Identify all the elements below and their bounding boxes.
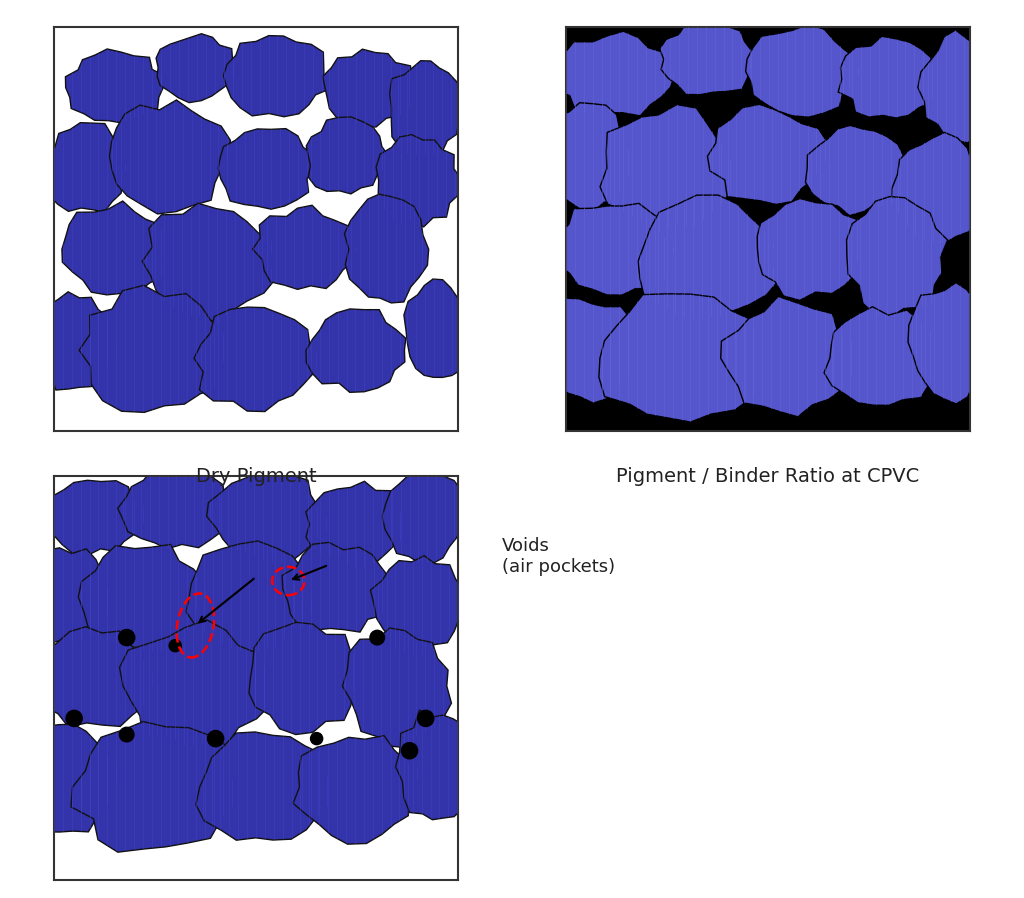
Polygon shape xyxy=(344,194,429,303)
Polygon shape xyxy=(282,542,388,632)
Polygon shape xyxy=(16,724,118,832)
Circle shape xyxy=(120,727,134,742)
Polygon shape xyxy=(42,480,147,556)
Polygon shape xyxy=(599,294,759,422)
Polygon shape xyxy=(156,34,234,102)
Polygon shape xyxy=(839,36,936,118)
Polygon shape xyxy=(891,132,981,243)
Polygon shape xyxy=(395,710,479,820)
Circle shape xyxy=(208,731,223,747)
Polygon shape xyxy=(918,30,999,143)
Circle shape xyxy=(119,629,135,646)
Polygon shape xyxy=(659,20,755,94)
Text: Pigment / Binder Ratio at CPVC: Pigment / Binder Ratio at CPVC xyxy=(616,467,920,486)
Text: Dry Pigment: Dry Pigment xyxy=(196,467,316,486)
Polygon shape xyxy=(120,620,270,746)
Polygon shape xyxy=(293,735,420,844)
Polygon shape xyxy=(745,24,859,117)
Polygon shape xyxy=(142,203,275,322)
Polygon shape xyxy=(371,556,465,657)
Polygon shape xyxy=(306,117,388,194)
Polygon shape xyxy=(306,481,408,568)
Circle shape xyxy=(418,710,434,726)
Polygon shape xyxy=(638,195,779,320)
Circle shape xyxy=(310,733,323,744)
Polygon shape xyxy=(34,627,157,726)
Polygon shape xyxy=(708,104,829,205)
Circle shape xyxy=(401,743,418,759)
Circle shape xyxy=(169,639,181,652)
Polygon shape xyxy=(382,470,467,564)
Polygon shape xyxy=(535,298,633,403)
Polygon shape xyxy=(218,128,315,209)
Polygon shape xyxy=(61,201,165,295)
Text: Voids
(air pockets): Voids (air pockets) xyxy=(502,537,614,577)
Polygon shape xyxy=(721,296,856,417)
Polygon shape xyxy=(79,286,228,412)
Polygon shape xyxy=(554,31,675,116)
Polygon shape xyxy=(110,100,230,214)
Polygon shape xyxy=(806,126,903,216)
Polygon shape xyxy=(600,104,734,232)
Polygon shape xyxy=(66,49,166,123)
Polygon shape xyxy=(908,283,990,404)
Polygon shape xyxy=(71,722,240,852)
Polygon shape xyxy=(19,548,115,644)
Polygon shape xyxy=(196,732,332,841)
Polygon shape xyxy=(78,544,207,652)
Polygon shape xyxy=(249,622,361,735)
Polygon shape xyxy=(43,123,127,212)
Polygon shape xyxy=(390,61,465,155)
Polygon shape xyxy=(306,309,406,392)
Polygon shape xyxy=(186,541,313,652)
Polygon shape xyxy=(847,197,947,318)
Circle shape xyxy=(370,630,384,645)
Polygon shape xyxy=(194,307,322,411)
Polygon shape xyxy=(552,203,676,295)
Polygon shape xyxy=(757,198,864,301)
Polygon shape xyxy=(31,292,117,390)
Polygon shape xyxy=(253,206,357,289)
Circle shape xyxy=(67,710,82,726)
Polygon shape xyxy=(323,49,418,128)
Polygon shape xyxy=(207,470,328,565)
Polygon shape xyxy=(824,307,938,405)
Polygon shape xyxy=(118,464,230,549)
Polygon shape xyxy=(540,102,633,212)
Polygon shape xyxy=(376,135,462,227)
Polygon shape xyxy=(342,628,452,747)
Polygon shape xyxy=(403,279,472,377)
Polygon shape xyxy=(223,36,332,117)
